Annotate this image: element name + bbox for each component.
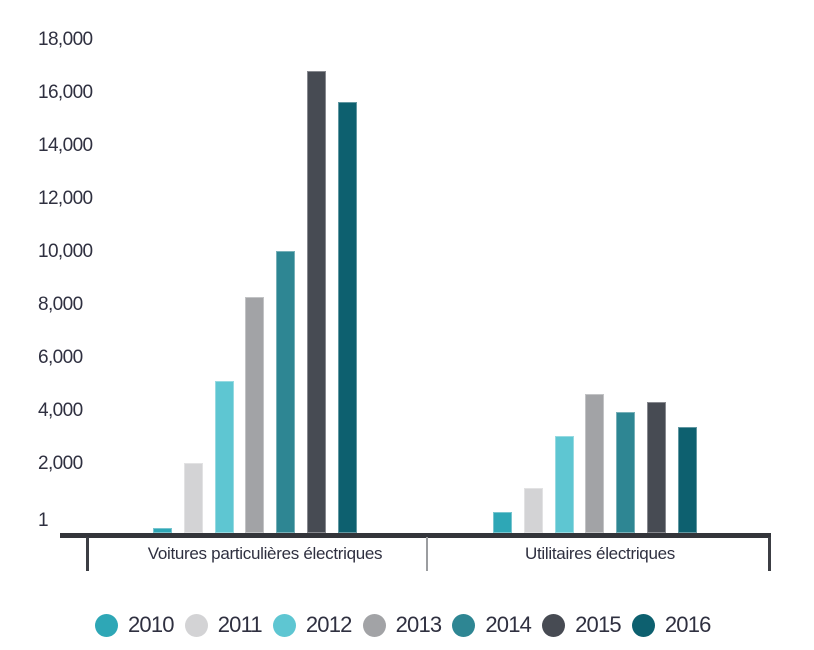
y-tick-label: 14,000 [38, 135, 93, 156]
bar-2015-group1 [307, 71, 326, 533]
y-tick-label: 6,000 [38, 347, 83, 368]
y-tick-label: 16,000 [38, 82, 93, 103]
category-label-voitures: Voitures particulières électriques [147, 544, 383, 563]
bar-2012-group2 [555, 436, 574, 533]
axis-tick-left [86, 537, 89, 571]
bar-2013-group2 [585, 394, 604, 533]
y-tick-label: 2,000 [38, 453, 83, 474]
bar-2014-group2 [616, 412, 635, 533]
legend-item-2010: 2010 [95, 612, 175, 638]
category-label-utilitaires: Utilitaires électriques [525, 544, 675, 563]
bar-2016-group1 [338, 102, 357, 533]
legend-item-2016: 2016 [631, 612, 712, 638]
y-tick-label: 8,000 [38, 294, 83, 315]
legend-label: 2013 [395, 612, 443, 637]
legend-dot-icon [542, 613, 566, 637]
legend-label: 2015 [575, 612, 622, 637]
y-tick-label: 18,000 [38, 29, 93, 50]
legend-label: 2014 [485, 612, 532, 637]
legend-dot-icon [631, 613, 655, 637]
x-axis-line [60, 533, 771, 538]
legend-dot-icon [362, 613, 386, 637]
legend-dot-icon [95, 613, 118, 637]
legend-dot-icon [452, 613, 476, 637]
axis-tick-right [768, 537, 771, 571]
legend-item-2015: 2015 [542, 612, 622, 638]
bar-2015-group2 [647, 402, 666, 533]
bar-2010-group2 [493, 512, 512, 533]
legend-label: 2016 [664, 612, 712, 637]
legend-dot-icon [272, 613, 296, 637]
axis-tick-middle [426, 537, 428, 571]
bar-2011-group2 [524, 488, 543, 533]
legend-label: 2012 [305, 612, 353, 637]
legend-item-2012: 2012 [272, 612, 353, 638]
legend-label: 2010 [128, 612, 175, 637]
bar-2016-group2 [678, 427, 697, 533]
bar-2010-group1 [153, 528, 172, 533]
legend-item-2013: 2013 [362, 612, 443, 638]
legend-item-2011: 2011 [184, 612, 263, 638]
y-tick-label: 12,000 [38, 188, 93, 209]
legend-dot-icon [184, 613, 208, 637]
legend-label: 2011 [217, 612, 263, 637]
bar-2013-group1 [245, 297, 264, 533]
y-tick-label: 4,000 [38, 400, 83, 421]
bar-2011-group1 [184, 463, 203, 533]
legend-item-2014: 2014 [452, 612, 532, 638]
y-tick-label: 1 [38, 510, 49, 531]
legend: 2010 2011 2012 2013 2014 2015 2016 [95, 612, 722, 638]
bar-2012-group1 [215, 381, 234, 533]
y-tick-label: 10,000 [38, 241, 93, 262]
bar-2014-group1 [276, 251, 295, 533]
